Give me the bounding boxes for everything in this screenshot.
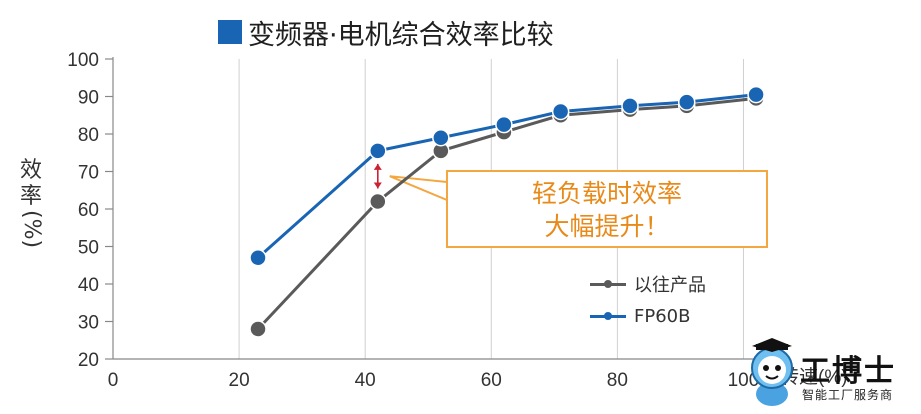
annotation-arrow-head-top [373, 163, 382, 170]
axis-layer [105, 57, 775, 360]
series-0-point-0 [249, 320, 267, 338]
legend-item-previous: 以往产品 [590, 271, 706, 297]
y-tick-label-60: 60 [78, 200, 99, 221]
watermark-brand: 工博士 [800, 354, 896, 389]
series-1-point-5 [621, 97, 639, 115]
robot-mascot-icon [751, 338, 793, 406]
legend-item-fp60b: FP60B [590, 306, 690, 327]
title-square-icon [218, 20, 242, 44]
watermark-tagline: 智能工厂服务商 [802, 388, 894, 402]
chart-title-text: 变频器·电机综合效率比较 [248, 19, 554, 51]
y-axis-label-char-2: 率 [19, 184, 42, 209]
watermark-logo: 工博士 智能工厂服务商 [742, 336, 920, 410]
series-0-point-1 [369, 192, 387, 211]
legend-label-fp60b: FP60B [634, 306, 691, 327]
legend-swatch-fp60b [590, 312, 626, 320]
y-tick-label-70: 70 [78, 163, 99, 184]
x-tick-label-40: 40 [355, 370, 376, 391]
y-axis-label: 效 率 (%) [14, 158, 48, 248]
x-tick-label-0: 0 [108, 370, 119, 391]
y-tick-label-20: 20 [78, 350, 99, 371]
series-1-point-4 [551, 102, 570, 121]
series-1-point-0 [249, 249, 267, 267]
series-1-point-7 [747, 85, 765, 104]
legend-label-previous: 以往产品 [634, 275, 706, 296]
series-1-point-2 [432, 129, 450, 147]
chart-title: 变频器·电机综合效率比较 [218, 12, 554, 52]
y-tick-label-50: 50 [78, 238, 99, 259]
series-1-point-3 [495, 115, 513, 134]
y-tick-label-80: 80 [78, 125, 99, 146]
y-tick-label-40: 40 [78, 275, 99, 296]
x-axis-label: 转速(%) [780, 366, 848, 388]
x-tick-label-80: 80 [607, 370, 628, 391]
x-tick-label-100: 100 [728, 370, 760, 391]
y-tick-label-90: 90 [78, 88, 99, 109]
series-line-1 [257, 93, 757, 259]
callout-line-2: 大幅提升！ [544, 212, 670, 241]
series-1-point-1 [369, 142, 387, 160]
series-1-point-6 [677, 93, 696, 111]
annotation-callout: 轻负载时效率 大幅提升！ [446, 170, 768, 248]
y-axis-label-char-1: 效 [19, 158, 42, 183]
y-tick-label-100: 100 [67, 50, 99, 71]
y-axis-label-unit: (%) [19, 210, 44, 249]
legend-swatch-previous [590, 279, 626, 288]
x-tick-label-60: 60 [481, 370, 502, 391]
x-tick-labels: 0 20 40 60 80 100 转速(%) [108, 366, 848, 391]
callout-line-1: 轻负载时效率 [531, 179, 682, 208]
y-tick-label-30: 30 [78, 313, 99, 334]
y-tick-labels: 20 30 40 50 60 70 80 90 100 [67, 50, 99, 371]
series-layer [249, 85, 765, 338]
annotation-arrow-head-bottom [373, 182, 382, 189]
callout-pointer [389, 175, 448, 202]
series-line-0 [256, 96, 757, 331]
x-tick-label-20: 20 [229, 370, 250, 391]
